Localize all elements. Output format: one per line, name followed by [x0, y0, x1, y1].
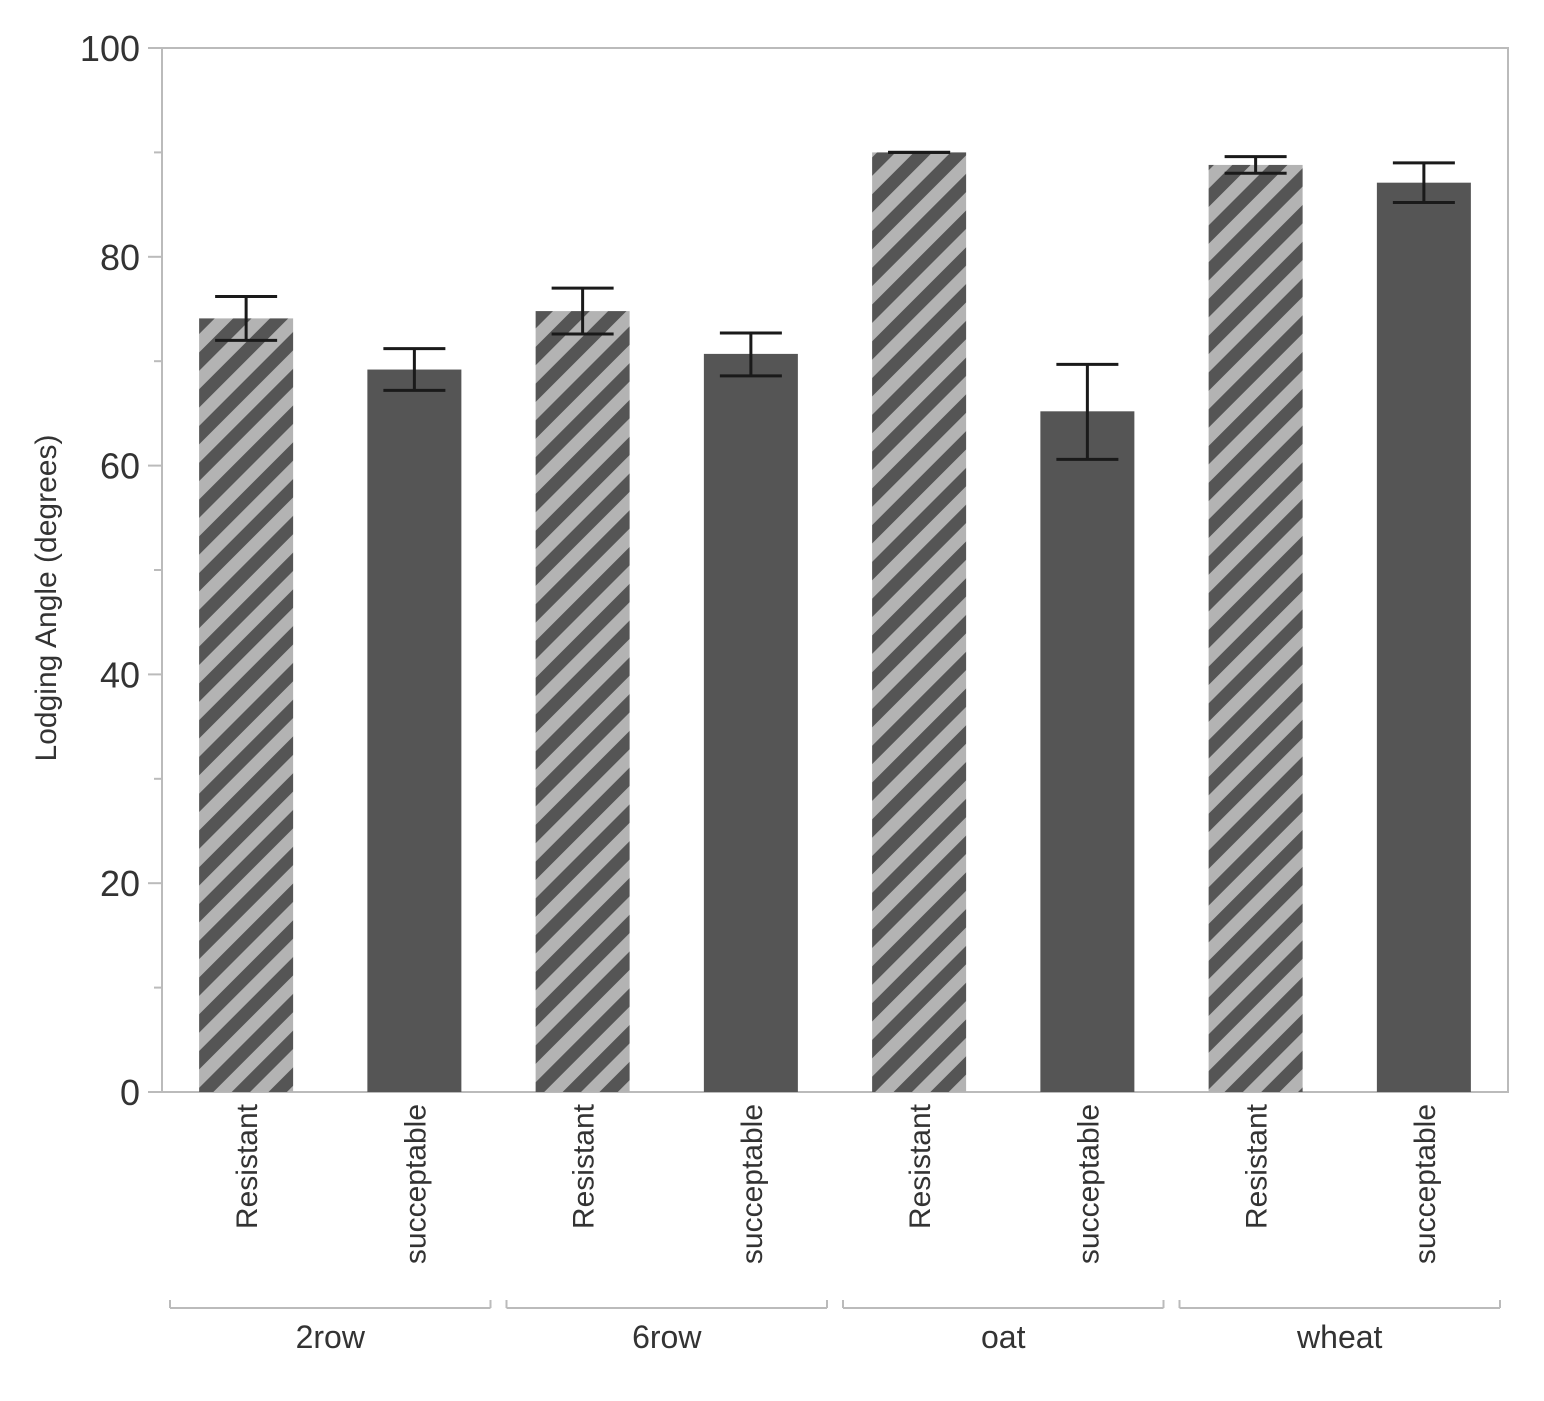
y-tick-label: 0 [120, 1072, 140, 1113]
bar-resistant-oat [872, 152, 967, 1092]
x-tick-label: succeptable [736, 1104, 769, 1264]
plot-frame [161, 47, 1509, 1093]
bar-resistant-6row [535, 311, 630, 1092]
group-label-6row: 6row [632, 1319, 702, 1355]
y-tick-label: 40 [100, 654, 140, 695]
y-tick-label: 100 [80, 28, 140, 69]
bar-resistant-2row [199, 318, 294, 1092]
y-axis-title: Lodging Angle (degrees) [30, 435, 63, 762]
bar-succeptable-oat [1040, 411, 1135, 1092]
x-tick-label: Resistant [1241, 1103, 1274, 1229]
x-tick-label: succeptable [399, 1104, 432, 1264]
group-label-oat: oat [981, 1319, 1026, 1355]
x-tick-label: Resistant [568, 1103, 601, 1229]
y-tick-label: 60 [100, 446, 140, 487]
group-label-2row: 2row [296, 1319, 366, 1355]
x-tick-label: succeptable [1072, 1104, 1105, 1264]
bar-succeptable-2row [367, 369, 462, 1092]
x-tick-label: Resistant [904, 1103, 937, 1229]
y-tick-label: 20 [100, 863, 140, 904]
y-tick-label: 80 [100, 237, 140, 278]
group-label-wheat: wheat [1296, 1319, 1383, 1355]
bar-succeptable-6row [703, 353, 798, 1093]
x-tick-label: Resistant [231, 1103, 264, 1229]
bar-succeptable-wheat [1376, 182, 1471, 1092]
x-tick-label: succeptable [1409, 1104, 1442, 1264]
bar-resistant-wheat [1208, 164, 1303, 1093]
